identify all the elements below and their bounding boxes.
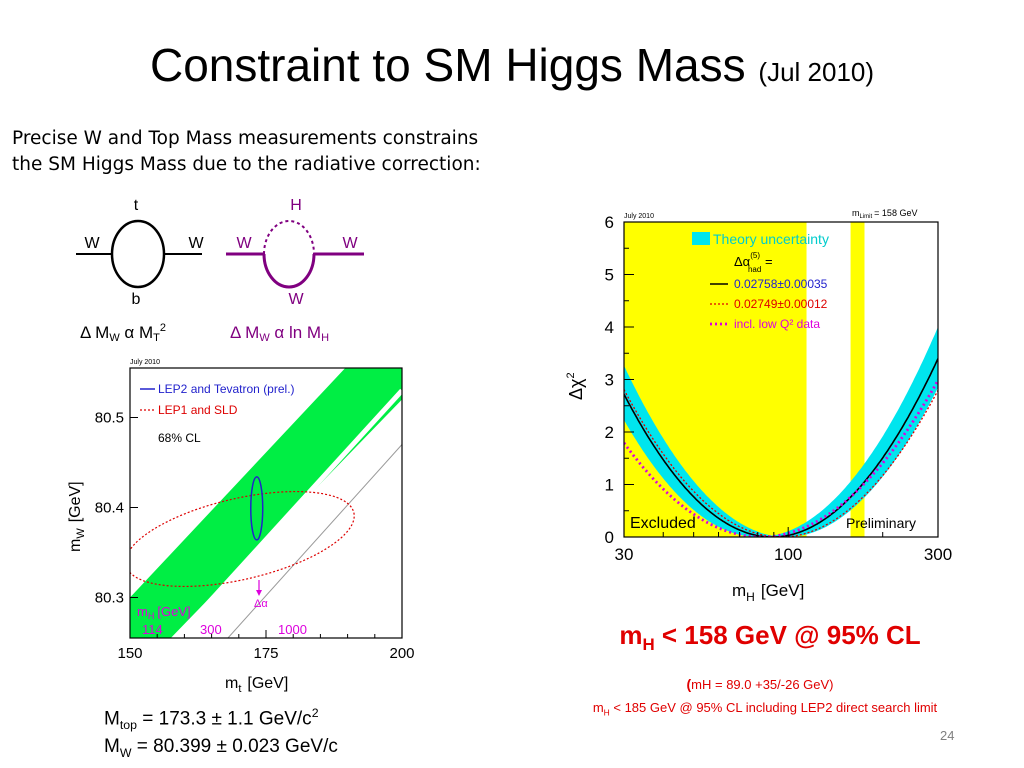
excluded-region-lep [624, 222, 807, 537]
right-y-tick-label: 6 [605, 213, 614, 232]
left-x-tick-label: 200 [389, 645, 414, 662]
left-plot-area [130, 368, 402, 638]
higgs-loop-label-bottom: W [288, 291, 304, 308]
right-plot-area [624, 222, 938, 537]
limit-label: mLimit = 158 GeV [852, 208, 917, 220]
title-main: Constraint to SM Higgs Mass [149, 39, 746, 91]
left-y-axis-label: mW[GeV] [67, 481, 87, 552]
delta-chi2-vs-mh-chart: July 2010 mLimit = 158 GeV 30 100 300 0 1 2 3 4 5… [565, 208, 953, 604]
top-loop-diagram: t b W W [76, 197, 204, 308]
intro-text: Precise W and Top Mass measurements cons… [12, 128, 481, 175]
left-x-axis-label: mt [GeV] [225, 675, 288, 695]
band-mh-label: mH [GeV] [137, 604, 191, 621]
legend-magenta: incl. low Q² data [734, 317, 820, 331]
legend-black: 0.02758±0.00035 [734, 277, 828, 291]
right-y-axis-label: Δχ2 [565, 372, 586, 400]
formula-top-mass: Δ MW α MT2 [80, 322, 166, 344]
right-x-tick-label: 300 [924, 545, 952, 564]
feynman-diagrams: t b W W H W W W Δ MW α MT2 Δ MW α ln MH [76, 197, 364, 344]
legend-alpha-header: Δα(5) had = [734, 251, 773, 274]
higgs-mass-band [130, 368, 402, 638]
mw-vs-mtop-chart: July 2010 150 175 200 80.3 80.4 80.5 LEP2 and… [67, 359, 415, 695]
right-date-label: July 2010 [624, 213, 654, 220]
top-loop-label-left: W [84, 235, 100, 252]
right-y-tick-label: 5 [605, 266, 614, 285]
lep1-sld-contour [130, 490, 355, 588]
top-loop-label-top: t [134, 197, 139, 214]
right-y-tick-label: 3 [605, 371, 614, 390]
higgs-loop-diagram: H W W W [226, 197, 364, 308]
right-x-tick-label: 100 [774, 545, 802, 564]
legend-lep2: LEP2 and Tevatron (prel.) [158, 382, 295, 396]
right-x-tick-label: 30 [615, 545, 634, 564]
right-y-tick-label: 2 [605, 423, 614, 442]
band-center-line [227, 444, 402, 638]
excluded-region-tevatron [850, 222, 865, 537]
legend-cl: 68% CL [158, 431, 201, 445]
higgs-loop-label-top: H [290, 197, 302, 214]
left-y-tick-label: 80.4 [95, 500, 124, 517]
higgs-loop-label-left: W [236, 235, 252, 252]
legend-red: 0.02749±0.00012 [734, 297, 828, 311]
right-axis-ticks: 30 100 300 0 1 2 3 4 5 6 [605, 213, 953, 564]
lep2-tevatron-contour [250, 476, 264, 541]
higgs-loop-label-right: W [342, 235, 358, 252]
mw-measurement: MW = 80.399 ± 0.023 GeV/c [104, 736, 338, 760]
mh-fit-result: (mH = 89.0 +35/-26 GeV) [686, 676, 834, 692]
curve-0.02749 [624, 389, 938, 537]
formula-higgs-mass: Δ MW α ln MH [230, 323, 329, 344]
mh-limit-headline: mH < 158 GeV @ 95% CL [619, 620, 921, 655]
delta-alpha-label: Δα [254, 598, 268, 610]
delta-alpha-arrowhead [256, 590, 262, 596]
slide-number: 24 [940, 728, 955, 743]
legend-theory: Theory uncertainty [713, 231, 829, 247]
legend-lep1: LEP1 and SLD [158, 403, 238, 417]
left-axis-ticks: 150 175 200 80.3 80.4 80.5 [95, 410, 415, 663]
band-mh-114: 114 [142, 622, 163, 637]
band-mh-300: 300 [200, 622, 222, 637]
mtop-measurement: Mtop = 173.3 ± 1.1 GeV/c2 [104, 706, 319, 733]
title-date: (Jul 2010) [758, 57, 875, 87]
legend-theory-swatch [692, 232, 710, 245]
top-loop-label-right: W [188, 235, 204, 252]
left-y-tick-label: 80.3 [95, 590, 124, 607]
right-y-tick-label: 4 [605, 318, 614, 337]
right-x-axis-label: mH [GeV] [732, 581, 804, 604]
band-mh-1000: 1000 [278, 622, 307, 637]
delta-alpha-line [172, 388, 402, 638]
left-y-tick-label: 80.5 [95, 410, 124, 427]
page-title: Constraint to SM Higgs Mass (Jul 2010) [0, 38, 1024, 92]
theory-uncertainty-band [624, 326, 938, 537]
left-date-label: July 2010 [130, 359, 160, 366]
left-x-tick-label: 150 [117, 645, 142, 662]
right-y-tick-label: 0 [605, 528, 614, 547]
top-loop-label-bottom: b [132, 291, 141, 308]
left-x-tick-label: 175 [253, 645, 278, 662]
right-y-tick-label: 1 [605, 476, 614, 495]
excluded-label: Excluded [630, 515, 696, 532]
mh-lep2-limit: mH < 185 GeV @ 95% CL including LEP2 dir… [592, 700, 938, 718]
preliminary-label: Preliminary [846, 515, 916, 531]
